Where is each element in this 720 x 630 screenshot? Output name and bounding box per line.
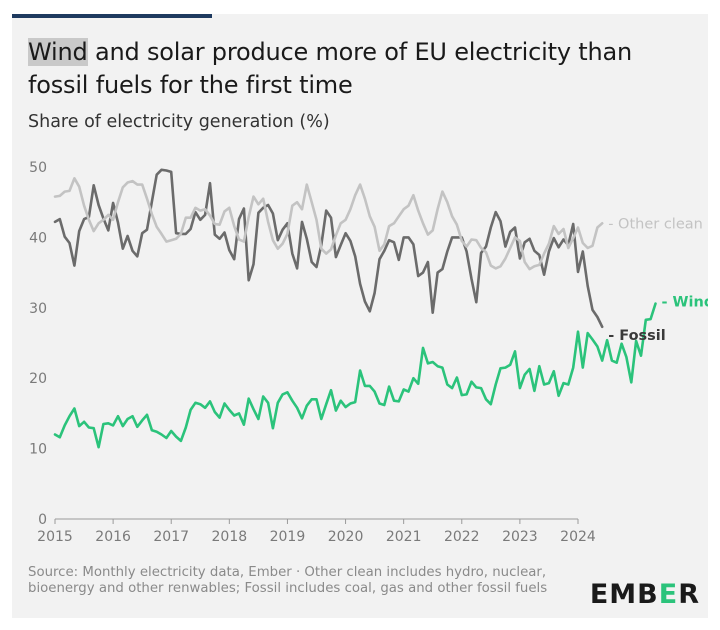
y-tick-label: 10 [29, 442, 47, 458]
series-labels: - Fossil - Other clean - Wind and solar [608, 216, 708, 343]
title-highlight: Wind [28, 38, 88, 66]
y-tick-label: 40 [29, 230, 47, 246]
x-tick-label: 2022 [444, 529, 480, 545]
title-rest: and solar produce more of EU electricity… [28, 38, 632, 99]
x-tick-label: 2023 [502, 529, 538, 545]
chart-subtitle: Share of electricity generation (%) [28, 112, 330, 132]
y-tick-label: 50 [29, 160, 47, 176]
chart-title: Wind and solar produce more of EU electr… [28, 36, 698, 102]
x-tick-label: 2015 [37, 529, 73, 545]
logo-suffix: R [678, 579, 700, 610]
x-tick-label: 2024 [560, 529, 596, 545]
x-tick-label: 2019 [270, 529, 306, 545]
series-line-wind-and-solar [53, 302, 657, 449]
y-tick-label: 0 [38, 512, 47, 528]
x-tick-label: 2021 [386, 529, 422, 545]
series-label-wind-and-solar: - Wind and solar [661, 295, 708, 311]
series-label-fossil: - Fossil [608, 328, 666, 344]
ember-logo: EMBER [590, 579, 700, 610]
x-tick-label: 2017 [153, 529, 189, 545]
logo-accent: E [658, 579, 679, 610]
accent-bar [12, 14, 212, 18]
series-line-fossil [53, 168, 604, 329]
chart-axes: 2015 2016 2017 2018 2019 2020 2021 2022 2023 2024… [29, 160, 596, 545]
x-tick-label: 2016 [95, 529, 131, 545]
chart-card: Wind and solar produce more of EU electr… [12, 14, 708, 618]
logo-prefix: EMB [589, 579, 659, 610]
x-tick-label: 2018 [212, 529, 248, 545]
series-label-other-clean: - Other clean [608, 216, 703, 232]
x-tick-label: 2020 [328, 529, 364, 545]
chart-lines [53, 168, 657, 449]
source-note: Source: Monthly electricity data, Ember … [28, 565, 548, 596]
line-chart: 2015 2016 2017 2018 2019 2020 2021 2022 2023 2024… [29, 160, 708, 545]
series-line-other-clean [53, 177, 604, 271]
y-tick-label: 30 [29, 301, 47, 317]
y-tick-label: 20 [29, 371, 47, 387]
